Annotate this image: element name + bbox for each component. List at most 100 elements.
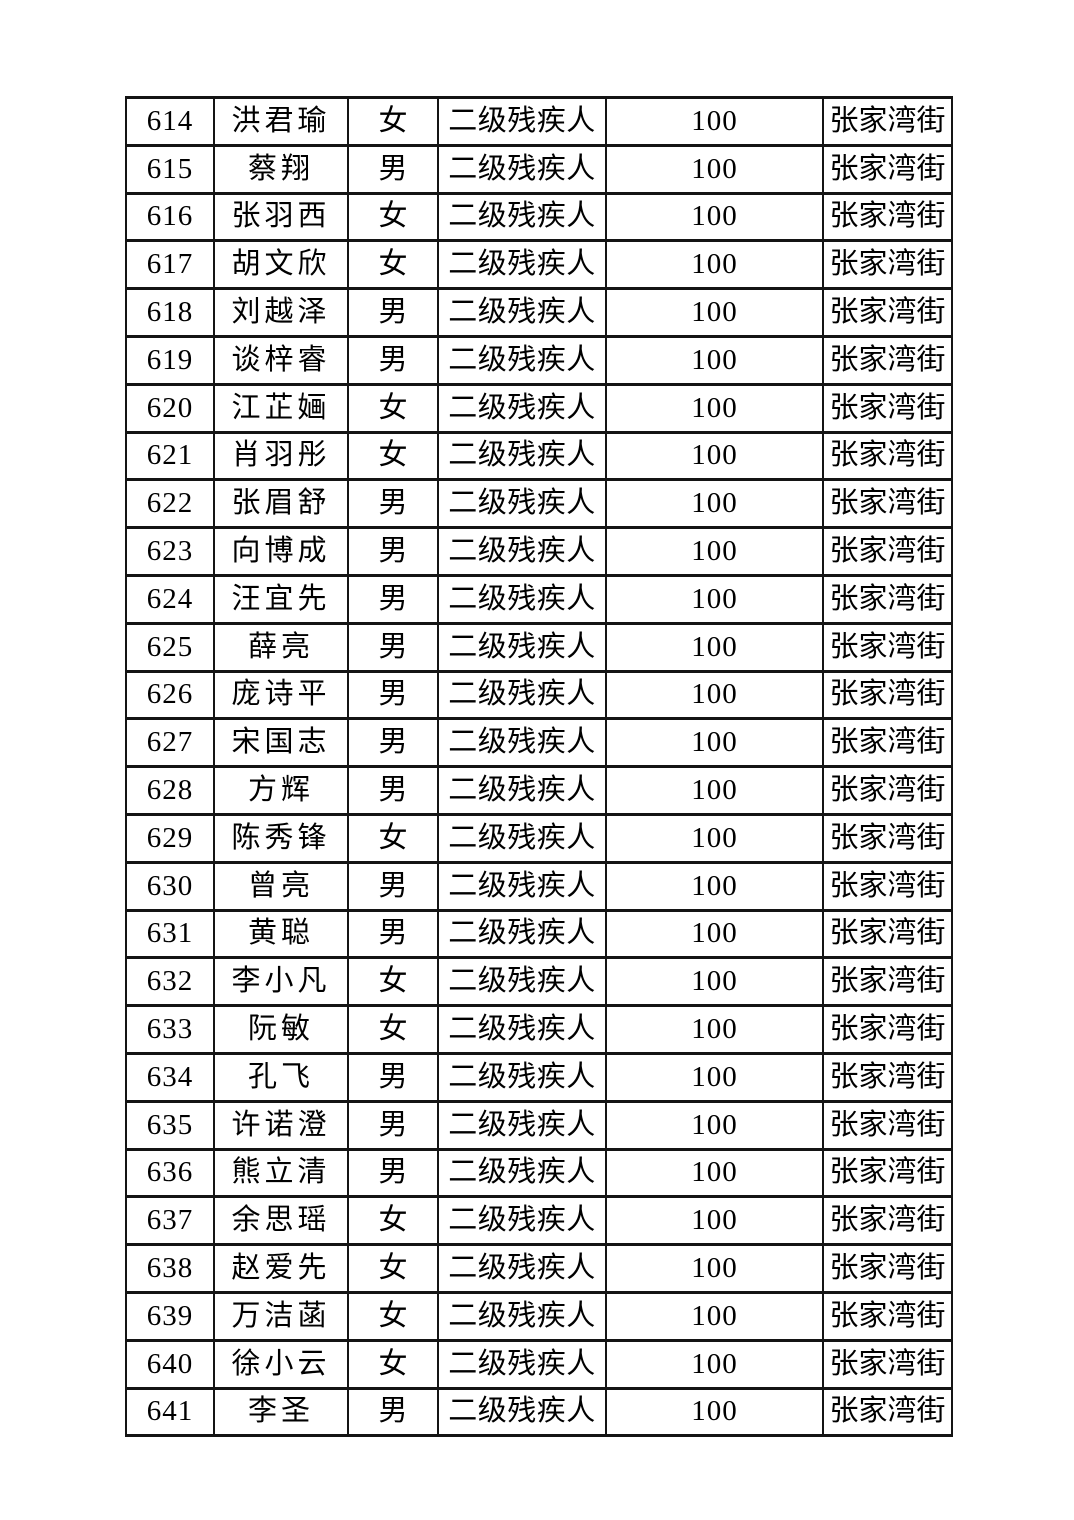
gender-cell: 男 xyxy=(347,908,439,960)
person-name-cell: 江芷婳 xyxy=(213,382,349,434)
category-cell: 二级残疾人 xyxy=(437,812,607,864)
table-row: 629 陈秀锋 女 二级残疾人 100 张家湾街 xyxy=(125,812,953,864)
category-cell: 二级残疾人 xyxy=(437,621,607,673)
row-number-cell: 619 xyxy=(125,334,215,386)
gender-cell: 女 xyxy=(347,96,439,147)
table-row: 621 肖羽彤 女 二级残疾人 100 张家湾街 xyxy=(125,430,953,482)
person-name-cell: 刘越泽 xyxy=(213,287,349,338)
category-cell: 二级残疾人 xyxy=(437,334,607,386)
gender-cell: 男 xyxy=(347,669,439,721)
street-cell: 张家湾街 xyxy=(822,1099,953,1151)
category-cell: 二级残疾人 xyxy=(437,143,607,195)
row-number-cell: 633 xyxy=(125,1004,215,1055)
category-cell: 二级残疾人 xyxy=(437,669,607,721)
person-name-cell: 陈秀锋 xyxy=(213,812,349,864)
row-number-cell: 620 xyxy=(125,382,215,434)
street-cell: 张家湾街 xyxy=(822,1243,953,1294)
category-cell: 二级残疾人 xyxy=(437,1243,607,1294)
category-cell: 二级残疾人 xyxy=(437,860,607,912)
gender-cell: 男 xyxy=(347,478,439,530)
street-cell: 张家湾街 xyxy=(822,621,953,673)
table-row: 625 薛亮 男 二级残疾人 100 张家湾街 xyxy=(125,621,953,673)
row-number-cell: 625 xyxy=(125,621,215,673)
person-name-cell: 阮敏 xyxy=(213,1004,349,1055)
row-number-cell: 640 xyxy=(125,1338,215,1390)
person-name-cell: 张羽西 xyxy=(213,191,349,243)
category-cell: 二级残疾人 xyxy=(437,382,607,434)
person-name-cell: 庞诗平 xyxy=(213,669,349,721)
street-cell: 张家湾街 xyxy=(822,1004,953,1055)
table-row: 637 余思瑶 女 二级残疾人 100 张家湾街 xyxy=(125,1195,953,1247)
table-row: 615 蔡翔 男 二级残疾人 100 张家湾街 xyxy=(125,143,953,195)
gender-cell: 男 xyxy=(347,1386,439,1438)
category-cell: 二级残疾人 xyxy=(437,1386,607,1438)
row-number-cell: 637 xyxy=(125,1195,215,1247)
street-cell: 张家湾街 xyxy=(822,430,953,482)
row-number-cell: 627 xyxy=(125,717,215,769)
street-cell: 张家湾街 xyxy=(822,287,953,338)
gender-cell: 男 xyxy=(347,1051,439,1103)
category-cell: 二级残疾人 xyxy=(437,430,607,482)
person-name-cell: 汪宜先 xyxy=(213,573,349,625)
amount-cell: 100 xyxy=(605,1051,824,1103)
amount-cell: 100 xyxy=(605,1195,824,1247)
gender-cell: 男 xyxy=(347,573,439,625)
gender-cell: 女 xyxy=(347,1195,439,1247)
street-cell: 张家湾街 xyxy=(822,143,953,195)
street-cell: 张家湾街 xyxy=(822,765,953,816)
amount-cell: 100 xyxy=(605,382,824,434)
table-row: 627 宋国志 男 二级残疾人 100 张家湾街 xyxy=(125,717,953,769)
row-number-cell: 618 xyxy=(125,287,215,338)
category-cell: 二级残疾人 xyxy=(437,191,607,243)
person-name-cell: 赵爱先 xyxy=(213,1243,349,1294)
street-cell: 张家湾街 xyxy=(822,1195,953,1247)
person-name-cell: 徐小云 xyxy=(213,1338,349,1390)
gender-cell: 女 xyxy=(347,382,439,434)
gender-cell: 女 xyxy=(347,1004,439,1055)
table-row: 624 汪宜先 男 二级残疾人 100 张家湾街 xyxy=(125,573,953,625)
table-row: 622 张眉舒 男 二级残疾人 100 张家湾街 xyxy=(125,478,953,530)
table-row: 614 洪君瑜 女 二级残疾人 100 张家湾街 xyxy=(125,96,953,147)
street-cell: 张家湾街 xyxy=(822,1051,953,1103)
category-cell: 二级残疾人 xyxy=(437,239,607,291)
amount-cell: 100 xyxy=(605,526,824,577)
row-number-cell: 639 xyxy=(125,1290,215,1342)
gender-cell: 女 xyxy=(347,1338,439,1390)
category-cell: 二级残疾人 xyxy=(437,765,607,816)
row-number-cell: 621 xyxy=(125,430,215,482)
category-cell: 二级残疾人 xyxy=(437,1147,607,1199)
amount-cell: 100 xyxy=(605,1243,824,1294)
table-row: 616 张羽西 女 二级残疾人 100 张家湾街 xyxy=(125,191,953,243)
amount-cell: 100 xyxy=(605,908,824,960)
row-number-cell: 636 xyxy=(125,1147,215,1199)
gender-cell: 男 xyxy=(347,334,439,386)
amount-cell: 100 xyxy=(605,717,824,769)
category-cell: 二级残疾人 xyxy=(437,1004,607,1055)
table-row: 633 阮敏 女 二级残疾人 100 张家湾街 xyxy=(125,1004,953,1055)
street-cell: 张家湾街 xyxy=(822,191,953,243)
gender-cell: 女 xyxy=(347,1290,439,1342)
street-cell: 张家湾街 xyxy=(822,1147,953,1199)
gender-cell: 男 xyxy=(347,1147,439,1199)
amount-cell: 100 xyxy=(605,287,824,338)
table-row: 641 李圣 男 二级残疾人 100 张家湾街 xyxy=(125,1386,953,1438)
person-name-cell: 张眉舒 xyxy=(213,478,349,530)
street-cell: 张家湾街 xyxy=(822,382,953,434)
person-name-cell: 洪君瑜 xyxy=(213,96,349,147)
category-cell: 二级残疾人 xyxy=(437,526,607,577)
row-number-cell: 615 xyxy=(125,143,215,195)
gender-cell: 男 xyxy=(347,287,439,338)
row-number-cell: 617 xyxy=(125,239,215,291)
street-cell: 张家湾街 xyxy=(822,526,953,577)
category-cell: 二级残疾人 xyxy=(437,908,607,960)
category-cell: 二级残疾人 xyxy=(437,956,607,1008)
person-name-cell: 许诺澄 xyxy=(213,1099,349,1151)
amount-cell: 100 xyxy=(605,1338,824,1390)
row-number-cell: 622 xyxy=(125,478,215,530)
row-number-cell: 641 xyxy=(125,1386,215,1438)
person-name-cell: 孔飞 xyxy=(213,1051,349,1103)
category-cell: 二级残疾人 xyxy=(437,1290,607,1342)
row-number-cell: 635 xyxy=(125,1099,215,1151)
street-cell: 张家湾街 xyxy=(822,334,953,386)
street-cell: 张家湾街 xyxy=(822,1290,953,1342)
